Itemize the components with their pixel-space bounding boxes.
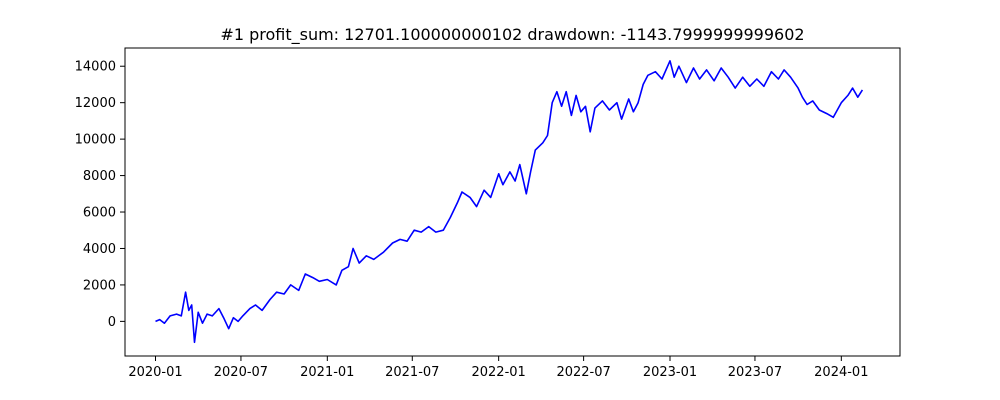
chart-title: #1 profit_sum: 12701.100000000102 drawdo… <box>220 25 804 45</box>
x-tick-label: 2021-07 <box>385 365 439 380</box>
x-axis-ticks: 2020-01 2020-07 2021-01 2021-07 2022-01 2022-… <box>128 356 868 380</box>
y-tick-label: 4000 <box>83 242 116 257</box>
x-tick-label: 2020-07 <box>214 365 268 380</box>
plot-area-frame <box>124 47 901 357</box>
x-tick-label: 2021-01 <box>300 365 354 380</box>
y-tick-label: 0 <box>108 315 116 330</box>
y-tick-label: 12000 <box>75 96 116 111</box>
x-tick-label: 2022-07 <box>556 365 610 380</box>
y-tick-label: 8000 <box>83 169 116 184</box>
y-tick-label: 10000 <box>75 133 116 148</box>
y-tick-label: 2000 <box>83 278 116 293</box>
series-line <box>155 60 864 344</box>
x-tick-label: 2024-01 <box>814 365 868 380</box>
y-tick-label: 6000 <box>83 206 116 221</box>
x-tick-label: 2022-01 <box>471 365 525 380</box>
y-tick-label: 14000 <box>75 60 116 75</box>
y-axis-ticks: 0 2000 4000 6000 8000 10000 12000 14000 <box>75 60 125 330</box>
x-tick-label: 2023-01 <box>643 365 697 380</box>
x-tick-label: 2023-07 <box>728 365 782 380</box>
x-tick-label: 2020-01 <box>128 365 182 380</box>
